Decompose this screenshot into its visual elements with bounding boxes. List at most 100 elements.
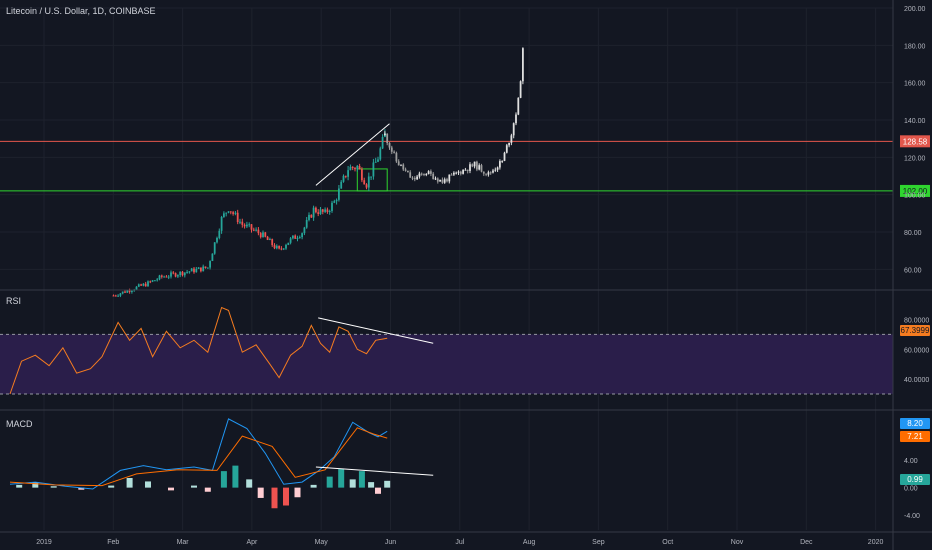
time-tick-label: 2020 bbox=[868, 539, 884, 546]
trendlines bbox=[315, 123, 434, 476]
candle-body bbox=[367, 176, 370, 188]
grid-lines bbox=[0, 7, 893, 530]
candle-body bbox=[114, 295, 117, 297]
candle-body bbox=[517, 97, 520, 115]
candle-body bbox=[423, 173, 425, 175]
candle-body bbox=[370, 176, 372, 178]
candle-body bbox=[420, 173, 423, 175]
rsi-title[interactable]: RSI bbox=[6, 296, 22, 306]
candle-body bbox=[317, 212, 320, 214]
candle-body bbox=[344, 175, 347, 177]
signal-line bbox=[9, 427, 388, 487]
candle-body bbox=[453, 172, 455, 175]
candle-body bbox=[492, 170, 494, 173]
candle-body bbox=[292, 235, 294, 239]
candle-body bbox=[172, 272, 175, 274]
macd-tick-label: -4.00 bbox=[904, 513, 920, 520]
candle-body bbox=[448, 174, 451, 182]
candle-body bbox=[223, 213, 225, 217]
candle-body bbox=[250, 224, 253, 230]
candle-body bbox=[195, 268, 198, 273]
symbol-title[interactable]: Litecoin / U.S. Dollar, 1D, COINBASE bbox=[6, 6, 156, 16]
candle-body bbox=[455, 172, 458, 174]
candle-body bbox=[269, 239, 271, 241]
candle-body bbox=[425, 174, 428, 176]
price-tick-label: 60.00 bbox=[904, 267, 922, 274]
macd-tick-label: 0.00 bbox=[904, 486, 918, 493]
candle-body bbox=[149, 281, 152, 283]
candle-body bbox=[487, 172, 490, 175]
candle-body bbox=[404, 169, 407, 171]
candle-body bbox=[499, 161, 501, 168]
candle-body bbox=[177, 275, 179, 277]
candle-body bbox=[135, 286, 138, 290]
candle-body bbox=[303, 227, 306, 234]
candle-body bbox=[340, 181, 343, 189]
macd-histogram-bar bbox=[375, 487, 381, 494]
candle-body bbox=[234, 212, 237, 214]
macd-value-badge: 8.20 bbox=[900, 418, 930, 429]
candle-body bbox=[321, 209, 324, 212]
candle-body bbox=[459, 171, 462, 174]
time-tick-label: 2019 bbox=[36, 539, 52, 546]
candle-body bbox=[142, 283, 145, 286]
candle-body bbox=[294, 235, 297, 239]
candle-body bbox=[351, 166, 354, 168]
candle-body bbox=[372, 162, 375, 177]
candle-body bbox=[301, 233, 303, 238]
candle-body bbox=[216, 237, 218, 243]
candle-body bbox=[501, 160, 504, 162]
candle-body bbox=[236, 212, 239, 223]
price-trendline bbox=[315, 123, 390, 186]
candle-body bbox=[338, 188, 340, 200]
candle-body bbox=[469, 164, 471, 171]
candle-body bbox=[280, 248, 283, 250]
candle-body bbox=[361, 169, 363, 181]
rsi-value-badge: 67.3999 bbox=[900, 325, 930, 336]
candle-body bbox=[232, 212, 234, 214]
candle-body bbox=[356, 165, 359, 170]
candle-body bbox=[427, 171, 430, 175]
candle-body bbox=[471, 164, 474, 167]
time-tick-label: Sep bbox=[592, 539, 605, 546]
candle-body bbox=[324, 209, 326, 212]
time-tick-label: Mar bbox=[177, 539, 190, 546]
time-tick-label: Aug bbox=[523, 539, 536, 546]
macd-histogram-bar bbox=[78, 487, 85, 490]
candle-body bbox=[397, 161, 400, 166]
candle-body bbox=[273, 245, 276, 249]
candle-body bbox=[200, 267, 202, 272]
macd-histogram-bar bbox=[50, 486, 57, 488]
candle-body bbox=[121, 291, 124, 294]
candle-body bbox=[287, 242, 290, 245]
histogram-value-badge: 0.99 bbox=[900, 474, 930, 485]
rsi-tick-label: 40.0000 bbox=[904, 377, 929, 384]
candle-body bbox=[388, 143, 391, 148]
macd-title[interactable]: MACD bbox=[6, 419, 33, 429]
pane-separators[interactable] bbox=[0, 289, 932, 411]
candle-body bbox=[466, 169, 469, 171]
candle-body bbox=[298, 237, 301, 239]
support-box bbox=[356, 168, 388, 192]
candle-body bbox=[478, 165, 481, 170]
candle-body bbox=[342, 175, 345, 182]
candle-body bbox=[140, 284, 142, 286]
macd-histogram-bar bbox=[220, 471, 227, 488]
candle-body bbox=[335, 199, 338, 202]
candle-body bbox=[147, 281, 149, 287]
projection-candles bbox=[384, 47, 524, 184]
candle-body bbox=[124, 291, 126, 293]
level-badge-label: 128.58 bbox=[903, 137, 928, 146]
candle-body bbox=[211, 253, 214, 262]
candle-body bbox=[496, 167, 499, 170]
candle-body bbox=[443, 179, 446, 183]
candle-body bbox=[179, 271, 182, 276]
candle-body bbox=[227, 211, 230, 213]
rsi-trendline bbox=[318, 317, 434, 344]
candle-body bbox=[331, 202, 333, 211]
candle-body bbox=[163, 276, 165, 278]
candle-body bbox=[464, 169, 467, 171]
candle-body bbox=[480, 165, 483, 172]
